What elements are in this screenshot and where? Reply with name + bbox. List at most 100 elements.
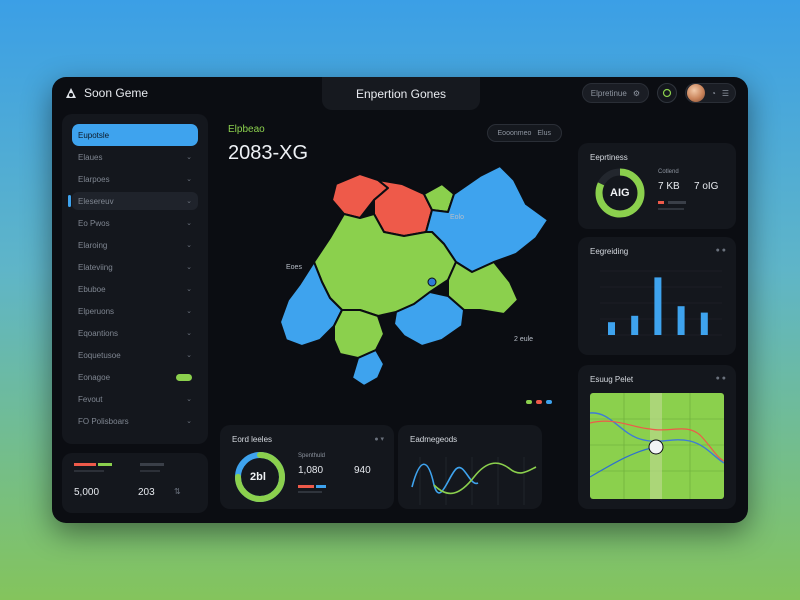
sidebar-item-label: Eonagoe: [78, 372, 111, 382]
line-chart[interactable]: [590, 393, 724, 499]
sidebar-item-label: Elesereuv: [78, 196, 114, 206]
line-chart-cursor: [648, 439, 664, 455]
bar: [654, 277, 662, 335]
wave-green: [433, 462, 537, 495]
sidebar-item-label: Elaroing: [78, 240, 108, 250]
chevron-down-icon: ⌄: [186, 418, 192, 425]
sidebar: Eupotsle Elaues ⌄ Elarpoes ⌄ Elesereuv ⌄ Eo Pwo…: [62, 114, 208, 444]
sidebar-item[interactable]: Eqoantions ⌄: [72, 324, 198, 342]
title-bar: Soon Geme Enpertion Gones Elpretinue ⚙ ◔…: [52, 77, 748, 111]
donut-mini-bars: [298, 485, 326, 493]
workspace-pill[interactable]: Elpretinue ⚙: [581, 83, 649, 103]
kpi-ring: [595, 168, 645, 218]
sidebar-item[interactable]: Fevout ⌄: [72, 390, 198, 408]
bar: [608, 322, 615, 335]
sidebar-item-label: Elateviing: [78, 262, 113, 272]
bars-card-menu-icon[interactable]: ● ●: [715, 247, 726, 254]
sidebar-item[interactable]: Elperuons ⌄: [72, 302, 198, 320]
donut-center-text: 2bl: [250, 471, 266, 483]
map-subtitle: Elpbeao: [228, 124, 265, 135]
brand[interactable]: Soon Geme: [64, 86, 148, 100]
map-label-north: Eolo: [450, 214, 465, 221]
donut-card[interactable]: Eord leeles ● ▾ 2bl Spenthuld 1,080 940: [220, 425, 394, 509]
sidebar-item[interactable]: Eupotsle: [72, 124, 198, 146]
donut-chart: [235, 452, 285, 502]
sidebar-item[interactable]: Elaroing ⌄: [72, 236, 198, 254]
line-red: [590, 420, 724, 462]
map-filter[interactable]: Eooonmeo Elus: [486, 124, 562, 142]
sidebar-item-label: Eoquetusoe: [78, 350, 121, 360]
sidebar-item-label: FO Polisboars: [78, 416, 129, 426]
donut-value-a: 1,080: [298, 465, 324, 476]
user-pill[interactable]: ◔ ☰: [684, 83, 736, 103]
bar: [677, 306, 685, 335]
settings-icon: ⚙: [632, 88, 640, 98]
bars-card[interactable]: Eegreiding ● ●: [578, 237, 736, 355]
bar: [700, 312, 708, 335]
map-legend: [526, 400, 552, 404]
sidebar-item-label: Ebuboe: [78, 284, 106, 294]
map-filter-left: Eooonmeo: [497, 129, 532, 137]
sidebar-item-label: Eqoantions: [78, 328, 119, 338]
sidebar-item-label: Elarpoes: [78, 174, 110, 184]
bar: [631, 315, 639, 335]
sidebar-item[interactable]: Eonagoe: [72, 368, 198, 386]
sidebar-item-label: Elperuons: [78, 306, 115, 316]
legend-blue-swatch: [546, 400, 552, 404]
active-marker: [68, 195, 71, 207]
avatar: [686, 84, 705, 102]
chevron-down-icon: ⌄: [186, 198, 192, 205]
map-panel: Elpbeao 2083-XG Eooonmeo Elus Eolo Eoes …: [218, 114, 562, 404]
region-map[interactable]: [218, 114, 562, 404]
waves-card[interactable]: Eadmegeods: [398, 425, 542, 509]
region-green-south-east: [447, 261, 519, 315]
card-menu-icon[interactable]: ● ▾: [374, 436, 384, 443]
lines-card[interactable]: Esuug Pelet ● ●: [578, 365, 736, 509]
map-label-east: 2 eule: [514, 336, 534, 343]
bell-icon: ◔: [710, 88, 716, 98]
logo-icon: [66, 88, 76, 98]
sidebar-item[interactable]: Elesereuv ⌄: [72, 192, 198, 210]
sidebar-item-label: Eo Pwos: [78, 218, 110, 228]
sidebar-item-label: Fevout: [78, 394, 103, 404]
refresh-icon: [662, 88, 672, 98]
kpi-ring-text: AIG: [610, 187, 630, 199]
sidebar-item[interactable]: FO Polisboars ⌄: [72, 412, 198, 430]
sidebar-stats: 5,000 203 ⇅: [62, 453, 208, 513]
sidebar-item[interactable]: Elaues ⌄: [72, 148, 198, 166]
region-blue-bottom: [351, 349, 385, 387]
sidebar-item-label: Eupotsle: [78, 130, 110, 140]
refresh-button[interactable]: [656, 83, 677, 103]
toggle-switch[interactable]: [176, 373, 192, 381]
sidebar-item[interactable]: Elarpoes ⌄: [72, 170, 198, 188]
bars-card-title: Eegreiding: [590, 247, 629, 256]
stat-value-right: 203: [138, 487, 155, 498]
sidebar-item[interactable]: Ebuboe ⌄: [72, 280, 198, 298]
donut-value-b: 940: [354, 465, 371, 476]
kpi-label: Cotlend: [658, 169, 679, 175]
chevron-down-icon: ⌄: [186, 154, 192, 161]
sidebar-item[interactable]: Eoquetusoe ⌄: [72, 346, 198, 364]
donut-card-title: Eord leeles: [232, 435, 273, 444]
stat-link-icon: ⇅: [174, 487, 181, 496]
chevron-down-icon: ⌄: [186, 286, 192, 293]
lines-card-menu-icon[interactable]: ● ●: [715, 375, 726, 382]
map-title: 2083-XG: [228, 142, 309, 164]
region-blue-south-west: [279, 261, 343, 347]
tab-main[interactable]: Enpertion Gones: [322, 77, 480, 110]
map-marker: [427, 277, 437, 287]
sidebar-item[interactable]: Eo Pwos ⌄: [72, 214, 198, 232]
legend-green-swatch: [526, 400, 532, 404]
map-label-west: Eoes: [286, 264, 302, 271]
sidebar-item[interactable]: Elateviing ⌄: [72, 258, 198, 276]
top-right-controls: Elpretinue ⚙ ◔ ☰: [581, 83, 736, 103]
workspace-pill-label: Elpretinue: [590, 88, 627, 98]
tab-main-label: Enpertion Gones: [355, 86, 447, 101]
kpi-card[interactable]: Eeprtiness AIG Cotlend 7 KB 7 oIG: [578, 143, 736, 229]
region-blue-south: [393, 291, 465, 347]
lines-card-title: Esuug Pelet: [590, 375, 634, 384]
chevron-down-icon: ⌄: [186, 352, 192, 359]
kpi-value-b: 7 oIG: [694, 181, 719, 192]
chevron-down-icon: ⌄: [186, 396, 192, 403]
chevron-down-icon: ⌄: [186, 176, 192, 183]
